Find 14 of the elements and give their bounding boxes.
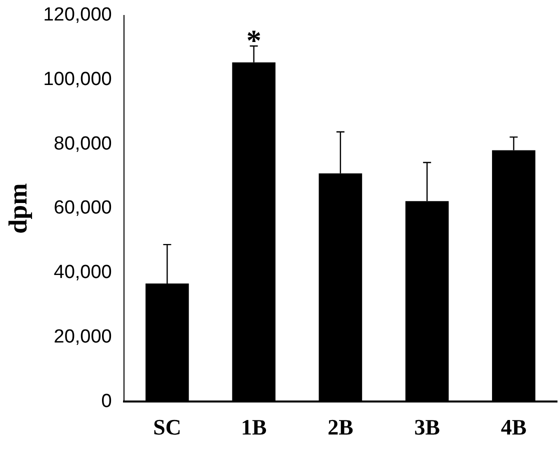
x-tick-label: SC [153, 414, 182, 440]
y-tick-label: 20,000 [54, 326, 112, 348]
y-tick-label: 120,000 [43, 4, 112, 26]
y-tick-label: 40,000 [54, 262, 112, 284]
x-tick-label: 4B [500, 414, 527, 440]
x-tick-label: 2B [328, 414, 354, 440]
x-tick-label: 3B [414, 414, 440, 440]
x-tick-label: 1B [240, 414, 267, 440]
y-tick-label: 60,000 [54, 198, 112, 219]
annotation: * [246, 24, 262, 58]
y-tick-label: 80,000 [54, 133, 112, 154]
y-tick-label: 0 [101, 390, 112, 412]
y-tick-label: 100,000 [43, 69, 112, 90]
y-axis-title: dpm [3, 182, 32, 234]
